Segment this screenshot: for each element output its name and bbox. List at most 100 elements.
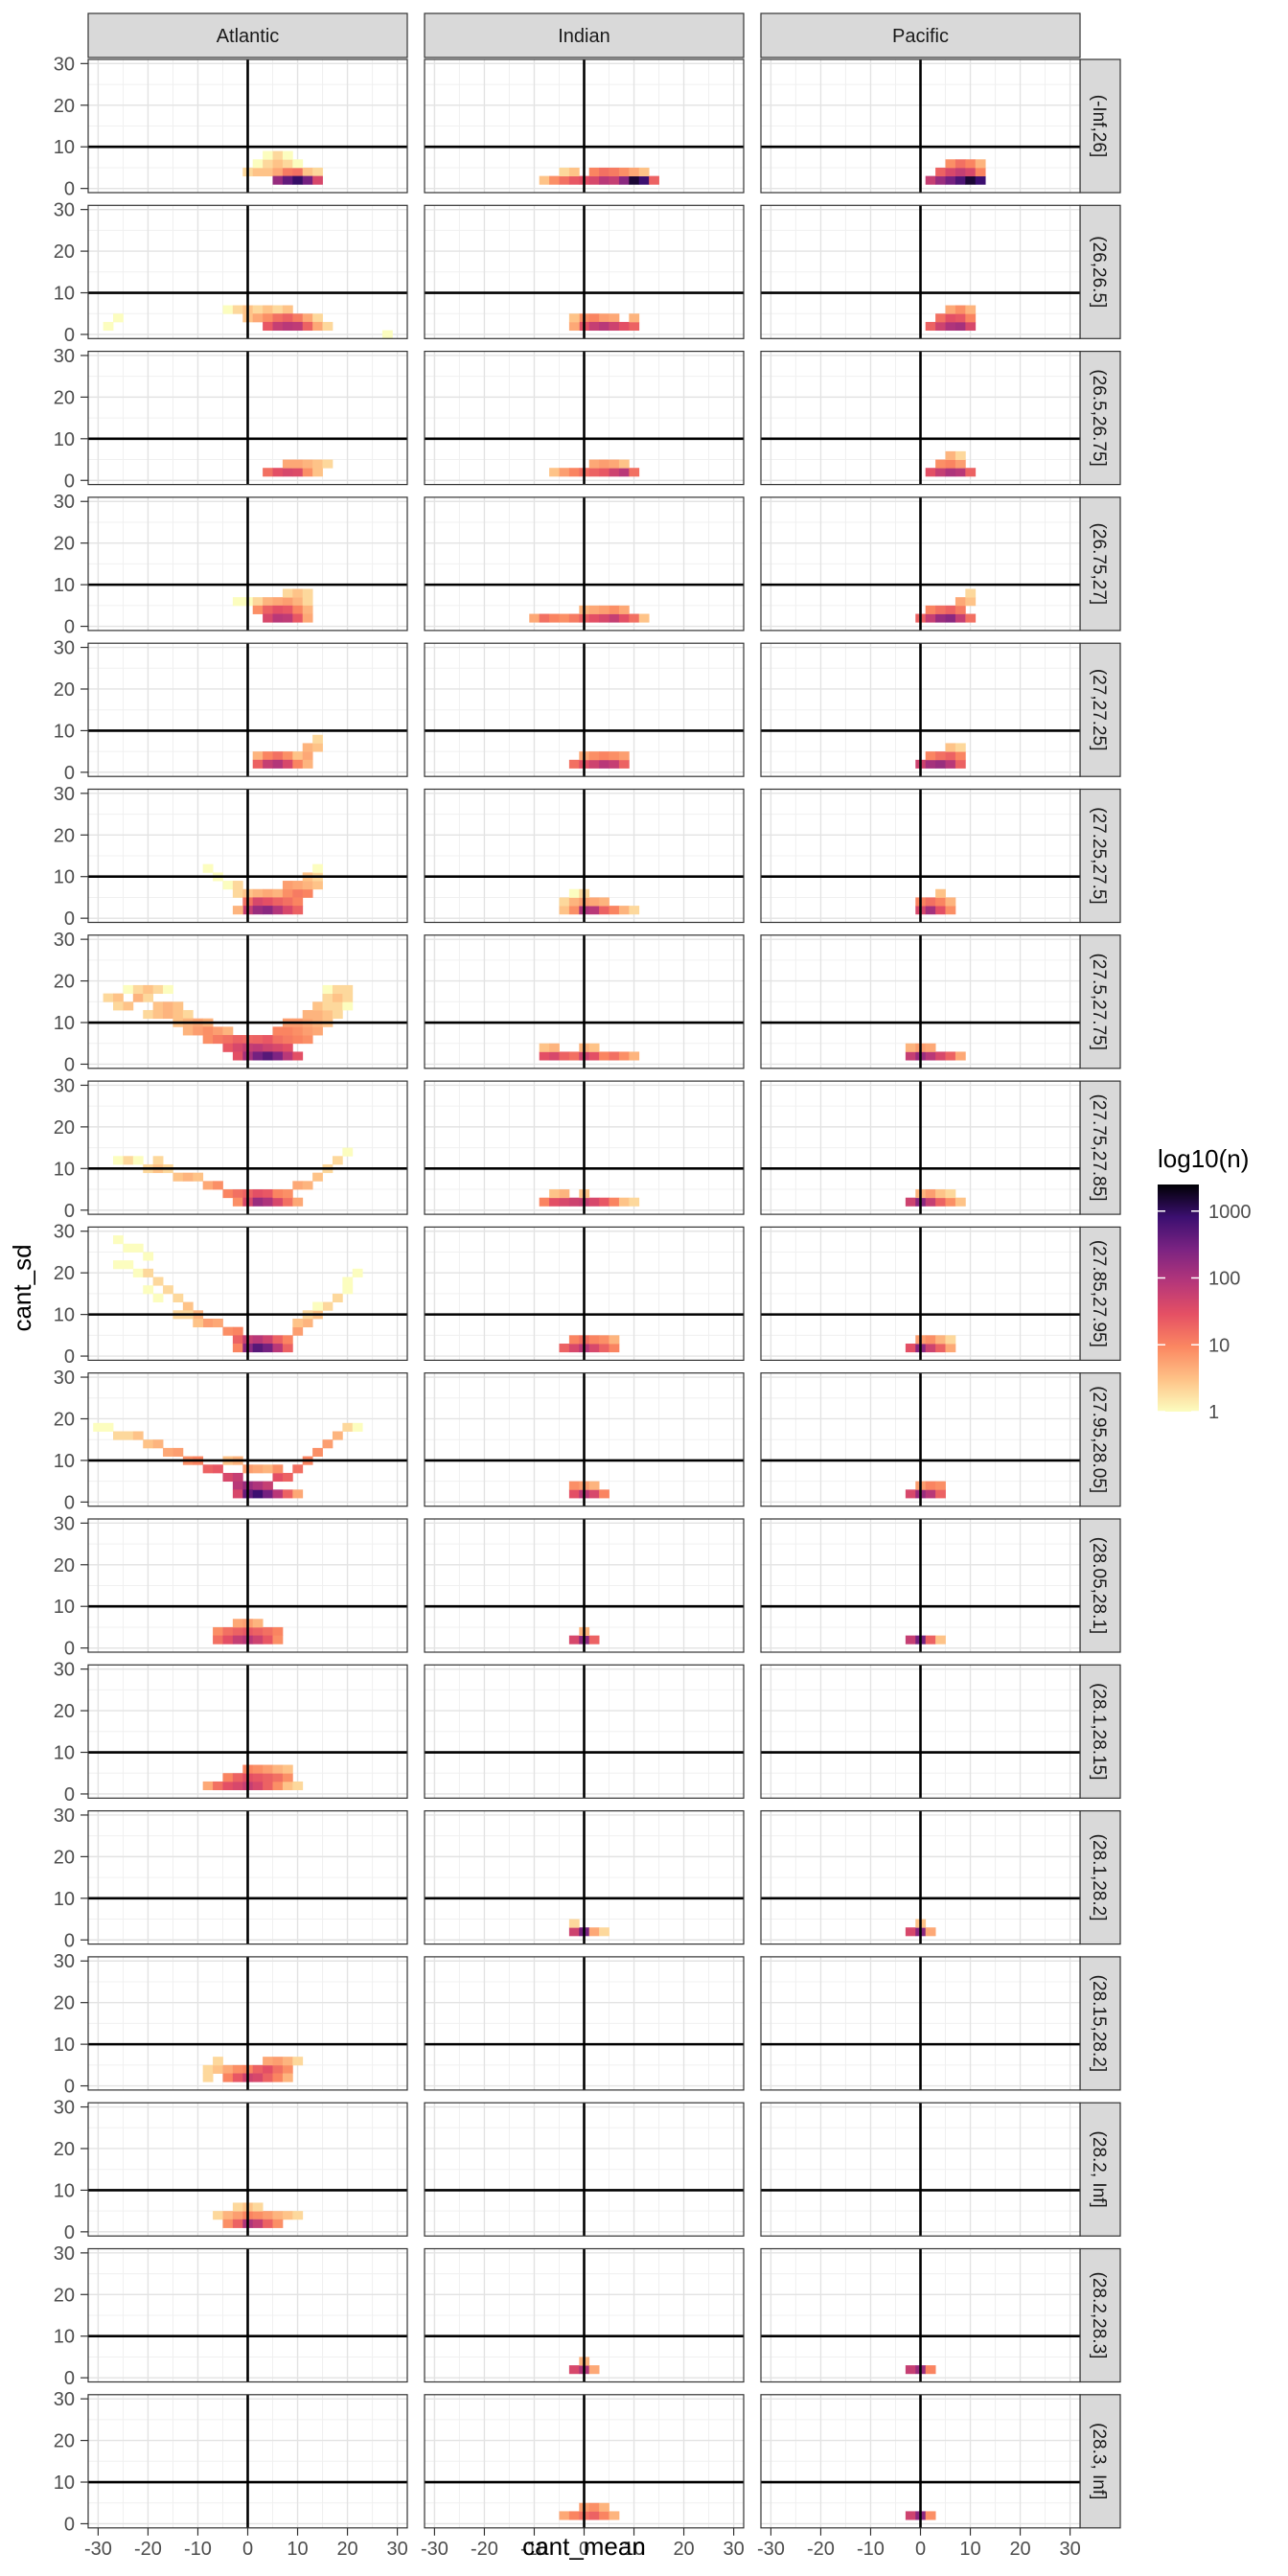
panel-content — [425, 1665, 744, 1799]
y-tick-label: 20 — [54, 2139, 75, 2160]
y-tick-label: 20 — [54, 1555, 75, 1576]
y-tick-label: 10 — [54, 2180, 75, 2201]
panel-pacific-14 — [760, 2102, 1081, 2237]
panel-content — [425, 1081, 744, 1215]
heatmap-cell — [588, 1335, 600, 1345]
heatmap-cell — [312, 313, 323, 323]
heatmap-cell — [609, 459, 620, 469]
x-tick-label: 20 — [336, 2539, 357, 2560]
heatmap-cell — [559, 167, 570, 177]
y-tick-label: 30 — [54, 2243, 75, 2265]
heatmap-cell — [232, 2211, 243, 2220]
heatmap-cell — [272, 751, 284, 761]
panel-indian-13 — [424, 1956, 745, 2091]
heatmap-cell — [193, 1172, 204, 1182]
heatmap-cell — [945, 1197, 956, 1207]
heatmap-cell — [599, 1051, 610, 1061]
heatmap-cell — [232, 1481, 243, 1490]
heatmap-cell — [618, 1051, 630, 1061]
heatmap-cell — [272, 1489, 284, 1499]
heatmap-cell — [272, 159, 284, 169]
heatmap-cell — [332, 984, 343, 995]
x-tick-label: 20 — [1009, 2539, 1030, 2560]
heatmap-cell — [559, 175, 570, 185]
row-strip-background — [1079, 1518, 1121, 1653]
heatmap-cell — [272, 2057, 284, 2066]
row-strip-3: (26.75,27] — [1079, 496, 1121, 632]
heatmap-cell — [609, 321, 620, 332]
heatmap-cell — [945, 1344, 956, 1353]
heatmap-cell — [132, 1156, 144, 1165]
row-strip-background — [1079, 1226, 1121, 1362]
heatmap-cell — [629, 468, 640, 477]
heatmap-cell — [263, 1051, 273, 1061]
heatmap-cell — [925, 759, 936, 769]
heatmap-cell — [292, 159, 304, 169]
panel-indian-16 — [424, 2394, 745, 2529]
y-tick-label: 0 — [64, 2222, 75, 2243]
x-tick-label: -20 — [471, 2539, 498, 2560]
y-tick-label: 0 — [64, 617, 75, 638]
x-tick-label: -10 — [520, 2539, 548, 2560]
y-tick-label: 20 — [54, 387, 75, 408]
row-strip-background — [1079, 1080, 1121, 1215]
heatmap-cell — [213, 2057, 223, 2066]
heatmap-cell — [935, 613, 946, 623]
heatmap-cell — [292, 459, 304, 469]
heatmap-cell — [232, 305, 243, 314]
heatmap-cell — [609, 1344, 620, 1353]
heatmap-cell — [282, 175, 293, 185]
row-strip-2: (26.5,26.75] — [1079, 351, 1121, 486]
row-strip-background — [1079, 642, 1121, 777]
heatmap-cell — [935, 897, 946, 907]
panel-pacific-16 — [760, 2394, 1081, 2529]
heatmap-cell — [172, 1293, 184, 1302]
panel-content — [88, 59, 407, 193]
heatmap-cell — [945, 906, 956, 915]
y-tick-label: 20 — [54, 972, 75, 993]
panel-content — [761, 789, 1080, 923]
heatmap-cell — [282, 313, 293, 323]
heatmap-cell — [213, 2211, 223, 2220]
panel-pacific-5 — [760, 788, 1081, 924]
heatmap-cell — [332, 1431, 343, 1440]
heatmap-cell — [282, 459, 293, 469]
panel-border — [87, 58, 408, 194]
heatmap-cell — [965, 588, 977, 598]
heatmap-cell — [123, 984, 134, 995]
heatmap-cell — [618, 468, 630, 477]
heatmap-cell — [352, 1422, 363, 1432]
heatmap-cell — [568, 759, 580, 769]
panel-indian-6 — [424, 934, 745, 1070]
panel-content — [425, 1810, 744, 1944]
heatmap-cell — [282, 1043, 293, 1052]
heatmap-cell — [925, 897, 936, 907]
heatmap-cell — [172, 1009, 184, 1020]
y-tick-label: 20 — [54, 1701, 75, 1722]
heatmap-cell — [925, 906, 936, 915]
heatmap-cell — [272, 2073, 284, 2082]
panel-content — [761, 205, 1080, 339]
heatmap-cell — [263, 1764, 273, 1774]
heatmap-cell — [282, 2073, 293, 2082]
heatmap-cell — [588, 321, 600, 332]
heatmap-cell — [292, 468, 304, 477]
heatmap-cell — [588, 1344, 600, 1353]
panel-border — [760, 1226, 1081, 1362]
heatmap-cell — [163, 1285, 173, 1295]
heatmap-cell — [252, 159, 264, 169]
heatmap-cell — [568, 1919, 580, 1928]
heatmap-cell — [152, 1009, 164, 1020]
heatmap-cell — [935, 167, 946, 177]
panel-content — [761, 496, 1080, 631]
panel-border — [87, 1956, 408, 2091]
heatmap-cell — [559, 2511, 570, 2520]
heatmap-cell — [263, 150, 273, 160]
heatmap-cell — [945, 159, 956, 169]
panel-indian-14 — [424, 2102, 745, 2237]
heatmap-cell — [252, 2202, 264, 2212]
panel-border — [87, 788, 408, 924]
heatmap-cell — [629, 313, 640, 323]
heatmap-cell — [945, 743, 956, 752]
heatmap-cell — [609, 175, 620, 185]
